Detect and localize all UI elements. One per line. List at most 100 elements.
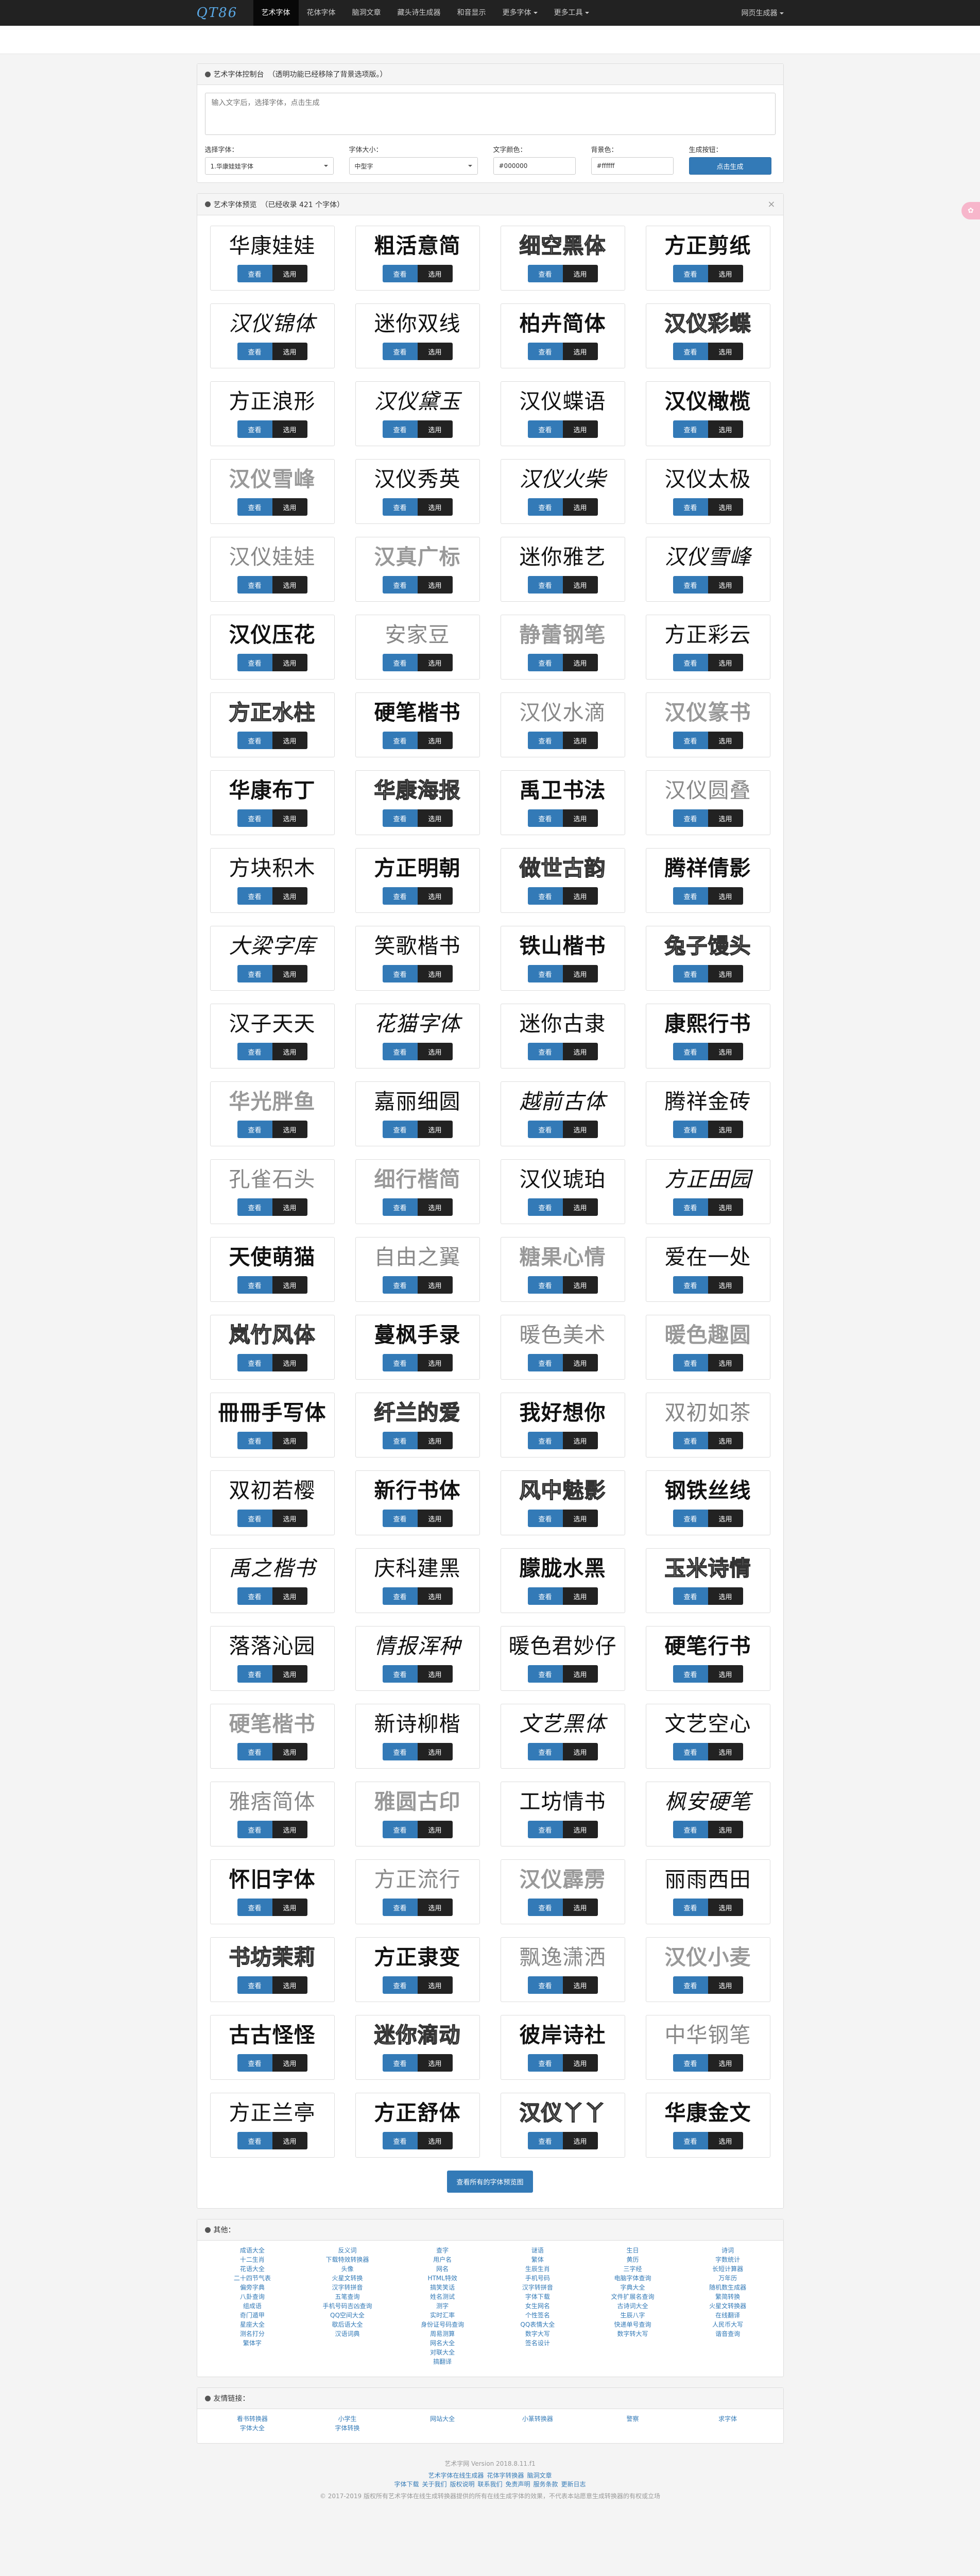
tool-link[interactable]: 姓名测试 — [430, 2293, 455, 2300]
footer-link[interactable]: 版权说明 — [450, 2481, 475, 2488]
friend-link[interactable]: 字体大全 — [239, 2425, 265, 2432]
view-font-button[interactable]: 查看 — [382, 654, 418, 671]
select-font-button[interactable]: 选用 — [562, 576, 598, 594]
select-font-button[interactable]: 选用 — [417, 498, 453, 516]
select-font-button[interactable]: 选用 — [562, 1043, 598, 1060]
select-font-button[interactable]: 选用 — [562, 732, 598, 749]
select-font-button[interactable]: 选用 — [417, 1510, 453, 1527]
tool-link[interactable]: 文件扩展名查询 — [611, 2293, 655, 2300]
select-font-button[interactable]: 选用 — [417, 732, 453, 749]
tool-link[interactable]: 万年历 — [718, 2275, 737, 2282]
tool-link[interactable]: 实时汇率 — [430, 2312, 455, 2319]
select-font-button[interactable]: 选用 — [272, 732, 307, 749]
select-font-button[interactable]: 选用 — [562, 1976, 598, 1994]
view-font-button[interactable]: 查看 — [673, 1665, 708, 1683]
select-font-button[interactable]: 选用 — [417, 887, 453, 905]
view-font-button[interactable]: 查看 — [237, 265, 272, 282]
select-font-button[interactable]: 选用 — [562, 1743, 598, 1760]
tool-link[interactable]: 用户名 — [433, 2256, 452, 2263]
tool-link[interactable]: 头像 — [341, 2265, 354, 2273]
select-font-button[interactable]: 选用 — [272, 1354, 307, 1371]
select-font-button[interactable]: 选用 — [708, 809, 743, 827]
select-font-button[interactable]: 选用 — [562, 2054, 598, 2072]
view-font-button[interactable]: 查看 — [527, 265, 563, 282]
select-font-button[interactable]: 选用 — [272, 1276, 307, 1294]
view-font-button[interactable]: 查看 — [237, 1665, 272, 1683]
tool-link[interactable]: 手机号码 — [525, 2275, 550, 2282]
select-font-button[interactable]: 选用 — [562, 1432, 598, 1449]
select-font-button[interactable]: 选用 — [272, 1976, 307, 1994]
select-font-button[interactable]: 选用 — [417, 1121, 453, 1138]
view-font-button[interactable]: 查看 — [382, 809, 418, 827]
select-font-button[interactable]: 选用 — [708, 265, 743, 282]
select-font-button[interactable]: 选用 — [272, 1587, 307, 1605]
select-font-button[interactable]: 选用 — [708, 420, 743, 438]
select-font-button[interactable]: 选用 — [708, 1510, 743, 1527]
tool-link[interactable]: 搞笑笑话 — [430, 2284, 455, 2291]
view-font-button[interactable]: 查看 — [237, 1198, 272, 1216]
view-font-button[interactable]: 查看 — [382, 1976, 418, 1994]
view-font-button[interactable]: 查看 — [237, 1587, 272, 1605]
view-font-button[interactable]: 查看 — [527, 2132, 563, 2149]
view-font-button[interactable]: 查看 — [382, 732, 418, 749]
select-font-button[interactable]: 选用 — [417, 420, 453, 438]
tool-link[interactable]: 三字经 — [623, 2265, 642, 2273]
view-font-button[interactable]: 查看 — [382, 965, 418, 982]
select-font-button[interactable]: 选用 — [272, 965, 307, 982]
footer-link[interactable]: 联系我们 — [477, 2481, 503, 2488]
tool-link[interactable]: 下载特效转换器 — [325, 2256, 369, 2263]
view-font-button[interactable]: 查看 — [527, 1899, 563, 1916]
select-font-button[interactable]: 选用 — [562, 1899, 598, 1916]
select-font-button[interactable]: 选用 — [708, 1043, 743, 1060]
tool-link[interactable]: 生辰八字 — [620, 2312, 645, 2319]
tool-link[interactable]: 成语大全 — [239, 2247, 265, 2254]
view-font-button[interactable]: 查看 — [382, 1432, 418, 1449]
tool-link[interactable]: 花语大全 — [239, 2265, 265, 2273]
view-font-button[interactable]: 查看 — [527, 1821, 563, 1838]
select-font-button[interactable]: 选用 — [272, 1743, 307, 1760]
select-font-button[interactable]: 选用 — [708, 1198, 743, 1216]
select-font-button[interactable]: 选用 — [708, 2054, 743, 2072]
view-font-button[interactable]: 查看 — [382, 1354, 418, 1371]
select-font-button[interactable]: 选用 — [272, 343, 307, 360]
footer-link[interactable]: 免责声明 — [505, 2481, 530, 2488]
view-font-button[interactable]: 查看 — [382, 343, 418, 360]
tool-link[interactable]: 字数统计 — [715, 2256, 741, 2263]
select-font-button[interactable]: 选用 — [708, 1432, 743, 1449]
generate-button[interactable]: 点击生成 — [689, 157, 771, 175]
select-font-button[interactable]: 选用 — [562, 654, 598, 671]
tool-link[interactable]: 奇门遁甲 — [239, 2312, 265, 2319]
view-font-button[interactable]: 查看 — [673, 1198, 708, 1216]
view-font-button[interactable]: 查看 — [237, 1976, 272, 1994]
footer-link[interactable]: 艺术字体在线生成器 — [428, 2472, 484, 2479]
tool-link[interactable]: 歇后语大全 — [332, 2321, 363, 2328]
select-font-button[interactable]: 选用 — [272, 1510, 307, 1527]
view-font-button[interactable]: 查看 — [673, 887, 708, 905]
view-font-button[interactable]: 查看 — [673, 1587, 708, 1605]
view-font-button[interactable]: 查看 — [382, 1510, 418, 1527]
view-font-button[interactable]: 查看 — [527, 2054, 563, 2072]
tool-link[interactable]: 搞翻译 — [433, 2358, 452, 2365]
select-font-button[interactable]: 选用 — [272, 887, 307, 905]
site-logo[interactable]: QT86 — [196, 5, 238, 21]
view-font-button[interactable]: 查看 — [527, 1198, 563, 1216]
view-font-button[interactable]: 查看 — [673, 343, 708, 360]
view-font-button[interactable]: 查看 — [237, 343, 272, 360]
tool-link[interactable]: 繁体字 — [243, 2340, 262, 2347]
view-font-button[interactable]: 查看 — [673, 420, 708, 438]
nav-page-generator[interactable]: 网页生成器 — [742, 8, 784, 18]
tool-link[interactable]: 反义词 — [338, 2247, 357, 2254]
footer-link[interactable]: 更新日志 — [561, 2481, 586, 2488]
select-font-button[interactable]: 选用 — [417, 2054, 453, 2072]
select-font-button[interactable]: 选用 — [562, 1821, 598, 1838]
footer-link[interactable]: 花体字转换器 — [487, 2472, 524, 2479]
select-font-button[interactable]: 选用 — [708, 732, 743, 749]
view-font-button[interactable]: 查看 — [237, 1821, 272, 1838]
size-select[interactable]: 中型字 — [349, 157, 478, 175]
nav-brain-text[interactable]: 脑洞文章 — [352, 9, 381, 17]
select-font-button[interactable]: 选用 — [562, 965, 598, 982]
tool-link[interactable]: 网名大全 — [430, 2340, 455, 2347]
select-font-button[interactable]: 选用 — [708, 576, 743, 594]
view-font-button[interactable]: 查看 — [673, 654, 708, 671]
select-font-button[interactable]: 选用 — [417, 1665, 453, 1683]
